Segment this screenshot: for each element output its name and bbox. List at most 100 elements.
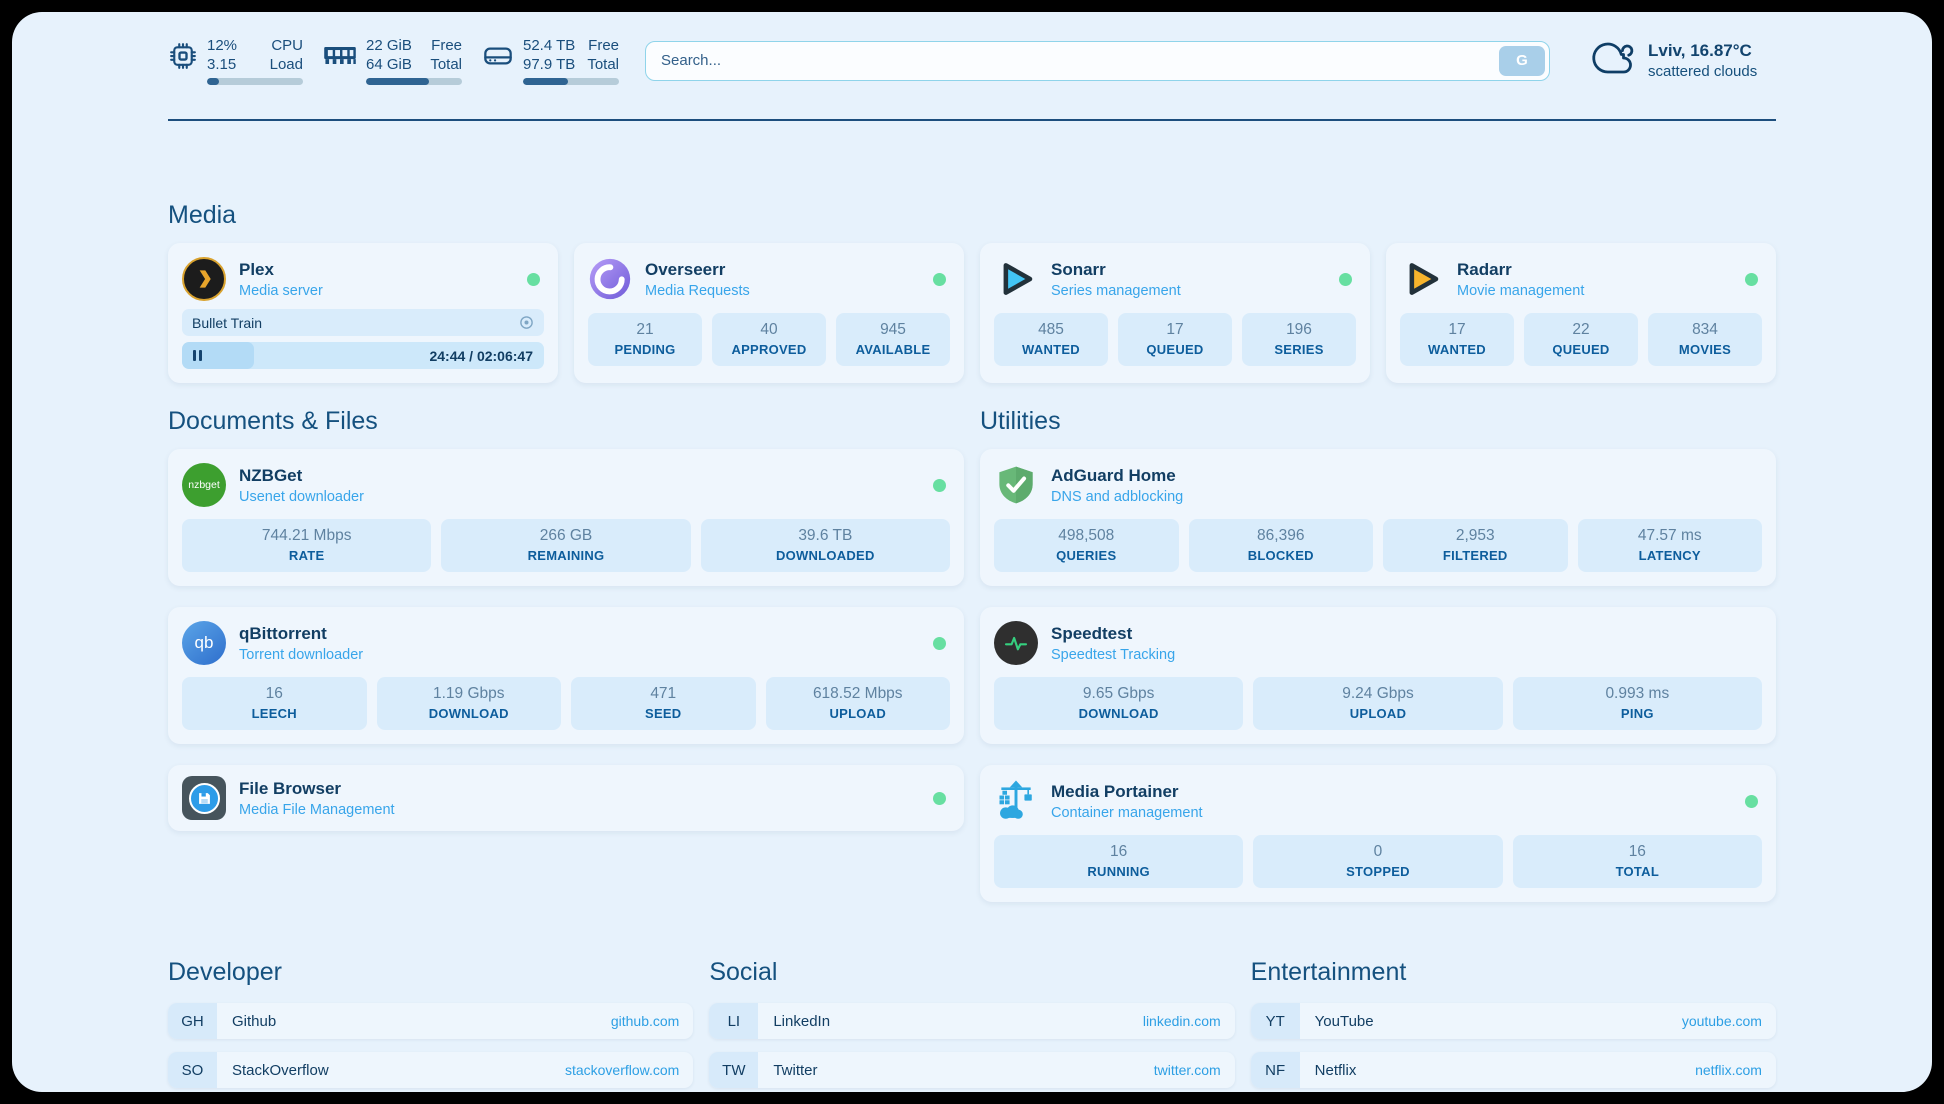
bookmark-url: github.com	[610, 1013, 680, 1029]
bookmark-abbr: NF	[1250, 1052, 1300, 1088]
app-card-adguard[interactable]: AdGuard Home DNS and adblocking 498,508 …	[980, 449, 1776, 586]
memory-progress-fill	[366, 78, 430, 85]
stat-download: 1.19 Gbps DOWNLOAD	[376, 677, 561, 730]
app-card-overseerr[interactable]: Overseerr Media Requests 21 PENDING 40 A…	[574, 243, 964, 383]
stat-series: 196 SERIES	[1242, 313, 1356, 366]
session-icon[interactable]	[519, 315, 534, 330]
playback-time: 24:44 / 02:06:47	[429, 347, 533, 364]
cpu-usage-value: 12%	[207, 37, 238, 54]
memory-total-label: Total	[430, 56, 462, 73]
status-dot	[933, 791, 946, 805]
bookmark-abbr: GH	[168, 1003, 217, 1039]
pause-icon	[193, 350, 202, 361]
bookmark-stackoverflow[interactable]: SO StackOverflow stackoverflow.com	[168, 1052, 694, 1088]
stat-wanted: 485 WANTED	[994, 313, 1108, 366]
app-name: Media Portainer	[1051, 781, 1179, 801]
radarr-icon	[1400, 257, 1444, 301]
status-dot	[1745, 794, 1758, 808]
memory-free-label: Free	[431, 37, 462, 54]
bookmark-abbr: YT	[1250, 1003, 1300, 1039]
status-dot	[527, 272, 540, 286]
cpu-progress-fill	[207, 78, 219, 85]
disk-progress-fill	[523, 78, 569, 85]
stat-stopped: 0 STOPPED	[1253, 835, 1503, 888]
memory-stat: 22 GiB 64 GiB Free Total	[323, 36, 462, 85]
app-name: AdGuard Home	[1051, 465, 1176, 485]
stat-movies: 834 MOVIES	[1648, 313, 1762, 366]
status-dot	[933, 272, 946, 286]
stat-approved: 40 APPROVED	[712, 313, 826, 366]
bookmark-name: Netflix	[1314, 1061, 1357, 1079]
bookmark-name: Twitter	[773, 1061, 818, 1079]
bookmark-name: StackOverflow	[232, 1061, 329, 1079]
stat-total: 16 TOTAL	[1512, 835, 1762, 888]
search-input[interactable]	[645, 40, 1550, 81]
app-card-speedtest[interactable]: Speedtest Speedtest Tracking 9.65 Gbps D…	[980, 607, 1776, 744]
app-name: Plex	[239, 259, 274, 279]
stat-leech: 16 LEECH	[182, 677, 367, 730]
overseerr-icon	[588, 257, 632, 301]
playback-progress-bar: 24:44 / 02:06:47	[182, 342, 544, 369]
bookmark-github[interactable]: GH Github github.com	[168, 1003, 694, 1039]
speedtest-icon	[994, 621, 1038, 665]
section-title-social: Social	[709, 958, 778, 986]
app-card-filebrowser[interactable]: File Browser Media File Management	[168, 765, 964, 831]
bookmark-name: LinkedIn	[773, 1012, 831, 1030]
section-title-utilities: Utilities	[980, 407, 1061, 435]
stat-seed: 471 SEED	[571, 677, 756, 730]
app-name: Sonarr	[1051, 259, 1106, 279]
section-title-entertainment: Entertainment	[1250, 958, 1407, 986]
cpu-chip-icon	[168, 41, 198, 71]
stat-running: 16 RUNNING	[994, 835, 1244, 888]
app-card-radarr[interactable]: Radarr Movie management 17 WANTED 22 QUE…	[1386, 243, 1776, 383]
stat-upload: 618.52 Mbps UPLOAD	[765, 677, 950, 730]
stat-queries: 498,508 QUERIES	[994, 519, 1179, 572]
bookmark-twitter[interactable]: TW Twitter twitter.com	[709, 1052, 1235, 1088]
bookmark-abbr: SO	[168, 1052, 217, 1088]
app-name: Radarr	[1457, 259, 1512, 279]
sonarr-icon	[994, 257, 1038, 301]
app-subtitle: Torrent downloader	[239, 646, 364, 663]
nzbget-icon: nzbget	[182, 463, 226, 507]
stat-available: 945 AVAILABLE	[836, 313, 950, 366]
plex-icon	[182, 257, 226, 301]
bookmark-netflix[interactable]: NF Netflix netflix.com	[1250, 1052, 1776, 1088]
stat-ping: 0.993 ms PING	[1512, 677, 1762, 730]
memory-icon	[323, 45, 357, 66]
now-playing-title: Bullet Train	[192, 314, 263, 331]
google-search-button[interactable]: G	[1499, 45, 1545, 76]
status-dot	[933, 636, 946, 650]
portainer-icon	[994, 779, 1038, 823]
cpu-progress-bar	[207, 78, 303, 85]
dashboard-panel: 12% 3.15 CPU Load	[12, 12, 1932, 1092]
stat-latency: 47.57 ms LATENCY	[1577, 519, 1762, 572]
app-subtitle: Movie management	[1457, 282, 1585, 299]
section-title-developer: Developer	[168, 958, 282, 986]
stat-queued: 17 QUEUED	[1118, 313, 1232, 366]
disk-free-value: 52.4 TB	[523, 37, 576, 54]
app-card-plex[interactable]: Plex Media server Bullet Train	[168, 243, 558, 383]
bookmark-linkedin[interactable]: LI LinkedIn linkedin.com	[709, 1003, 1235, 1039]
disk-free-label: Free	[588, 37, 619, 54]
status-dot	[1745, 272, 1758, 286]
app-card-qbittorrent[interactable]: qb qBittorrent Torrent downloader 16 LEE…	[168, 607, 964, 744]
stat-downloaded: 39.6 TB DOWNLOADED	[700, 519, 950, 572]
disk-total-label: Total	[587, 56, 619, 73]
utilities-column: Utilities AdGuard Home	[980, 407, 1776, 902]
load-label: Load	[269, 56, 303, 73]
app-subtitle: Media Requests	[645, 282, 750, 299]
stat-download: 9.65 Gbps DOWNLOAD	[994, 677, 1244, 730]
bookmark-url: stackoverflow.com	[564, 1062, 680, 1078]
bookmark-youtube[interactable]: YT YouTube youtube.com	[1250, 1003, 1776, 1039]
app-name: File Browser	[239, 778, 342, 798]
adguard-icon	[994, 463, 1038, 507]
media-grid: Plex Media server Bullet Train	[168, 243, 1776, 383]
bookmark-abbr: LI	[709, 1003, 759, 1039]
stat-upload: 9.24 Gbps UPLOAD	[1253, 677, 1503, 730]
bookmark-name: YouTube	[1314, 1012, 1374, 1030]
app-card-nzbget[interactable]: nzbget NZBGet Usenet downloader 744.21 M…	[168, 449, 964, 586]
app-card-portainer[interactable]: Media Portainer Container management 16 …	[980, 765, 1776, 902]
app-subtitle: Speedtest Tracking	[1051, 646, 1176, 663]
app-card-sonarr[interactable]: Sonarr Series management 485 WANTED 17 Q…	[980, 243, 1370, 383]
bookmark-url: linkedin.com	[1142, 1013, 1221, 1029]
